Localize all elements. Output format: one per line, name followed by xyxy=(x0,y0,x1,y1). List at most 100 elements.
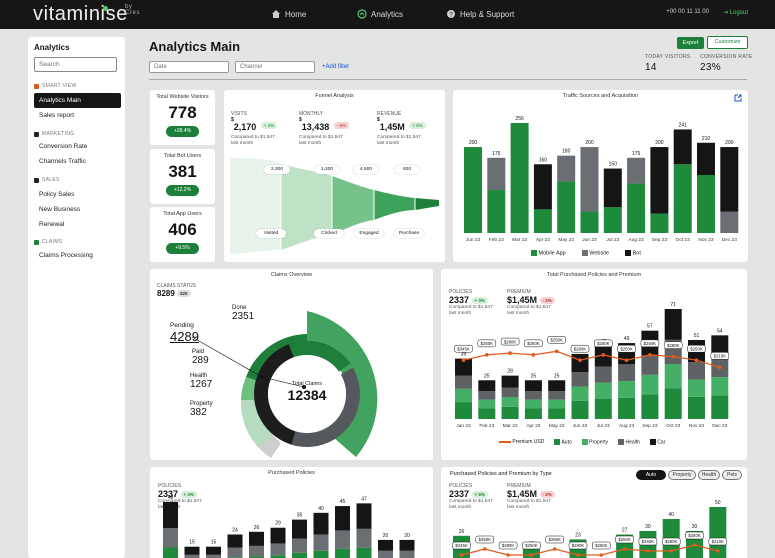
claims-donut-chart xyxy=(191,311,378,458)
premium-bar-segment xyxy=(524,408,542,419)
funnel-stage-1 xyxy=(281,164,332,250)
metric-badge: - 8% xyxy=(333,122,350,130)
nav-analytics[interactable]: Analytics xyxy=(357,9,403,19)
traffic-bar-mobile-app xyxy=(603,207,622,233)
kpi-title: Total App Users xyxy=(163,211,202,217)
analytics-icon xyxy=(357,9,367,19)
funnel-stage-label: Visited xyxy=(256,229,286,238)
bytype-label-box xyxy=(498,541,518,550)
bytype-label-box xyxy=(708,537,728,546)
sidebar-item-channels-traffic[interactable]: Channels Traffic xyxy=(39,158,86,165)
traffic-bar-mobile-app xyxy=(627,183,646,233)
premium-label-box xyxy=(454,344,473,353)
bytype-line-point xyxy=(576,553,580,557)
legend-label: Auto xyxy=(561,439,572,446)
purchased-bar-chart: 48 15 15 24 26 29 35 40 45 47 20 20 xyxy=(163,495,415,558)
section-label: MARKETING xyxy=(42,131,75,137)
legend-property: Property xyxy=(581,439,608,445)
purchased-bar-segment xyxy=(249,545,264,557)
vitaminise-logo[interactable]: vitaminise by Cres xyxy=(33,3,139,26)
legend-bot: Bot xyxy=(625,250,641,256)
traffic-bar-mobile-app xyxy=(510,123,529,233)
tab-pets[interactable]: Pets xyxy=(722,470,742,480)
sidebar-item-sales-report[interactable]: Sales report xyxy=(39,112,75,119)
sidebar: Analytics SMART VIEW Analytics Main Sale… xyxy=(28,37,125,558)
bytype-combo-chart: 2616232730403050$345K$250K$280K$250K$250… xyxy=(452,500,728,558)
stat-sub: Compared to $1,547 xyxy=(449,499,493,504)
premium-bar-segment xyxy=(571,386,589,401)
premium-line-point xyxy=(694,358,699,363)
claims-label-done: Done 2351 xyxy=(232,305,254,322)
premium-total-label: 39 xyxy=(461,352,467,358)
premium-bar-segment xyxy=(571,400,589,419)
phone-number: +00 00 11 11 00 xyxy=(666,9,709,15)
sidebar-item-renewal[interactable]: Renewal xyxy=(39,221,65,228)
premium-value-label: $260K xyxy=(644,341,657,346)
traffic-x-tick: Nov 23 xyxy=(698,237,714,243)
premium-policies-stat: POLICIES 2337 + 3% Compared to $1,547 la… xyxy=(449,289,493,317)
tab-health[interactable]: Health xyxy=(698,470,720,480)
premium-label-box xyxy=(687,344,706,353)
sidebar-item-conversion-rate[interactable]: Conversion Rate xyxy=(39,143,88,150)
traffic-total-label: 200 xyxy=(655,140,664,146)
sidebar-search-input[interactable] xyxy=(34,57,117,72)
sidebar-item-claims-processing[interactable]: Claims Processing xyxy=(39,252,93,259)
traffic-bar-mobile-app xyxy=(464,147,482,233)
metric-label: MONTHLY xyxy=(299,111,324,117)
stat-label: TODAY VISITORS xyxy=(645,54,691,60)
date-filter[interactable]: Date xyxy=(149,61,229,73)
nav-home[interactable]: Home xyxy=(271,9,306,19)
sidebar-item-new-business[interactable]: New Business xyxy=(39,206,81,213)
traffic-x-tick: Jul 23 xyxy=(606,237,619,243)
segment-label: Pending xyxy=(170,322,194,329)
claims-badge: 325 xyxy=(177,290,191,298)
purchased-bar-segment xyxy=(335,548,350,558)
purchased-bar-segment xyxy=(356,547,372,558)
traffic-bar-mobile-app xyxy=(580,211,599,233)
tab-property[interactable]: Property xyxy=(668,470,696,480)
traffic-sources-card: Traffic Sources and Acquisition 200 Jun 2… xyxy=(453,90,748,262)
premium-total-label: 54 xyxy=(717,328,723,334)
segment-value: 382 xyxy=(190,407,207,418)
traffic-x-tick: Mar 23 xyxy=(512,237,527,243)
premium-bar-segment xyxy=(618,364,636,382)
sidebar-item-policy-sales[interactable]: Policy Sales xyxy=(39,191,75,198)
customize-button[interactable]: Customize xyxy=(707,36,748,49)
nav-help[interactable]: ? Help & Support xyxy=(446,9,514,19)
purchased-bar-segment xyxy=(206,546,221,555)
purchased-bar-segment xyxy=(313,512,329,535)
premium-total-label: 25 xyxy=(531,373,537,379)
purchased-total-label: 15 xyxy=(211,540,217,546)
bytype-value-label: $210K xyxy=(712,539,725,544)
metric-sub2: last month xyxy=(377,141,400,146)
sidebar-item-analytics-main[interactable]: Analytics Main xyxy=(34,93,121,108)
add-filter-link[interactable]: +Add filter xyxy=(322,64,350,70)
bytype-line-point xyxy=(459,553,464,557)
export-button[interactable]: Export xyxy=(677,37,704,49)
premium-label-box xyxy=(663,341,683,349)
kpi-trend-pill: +12.2% xyxy=(166,185,199,196)
purchased-bar-segment xyxy=(227,534,243,548)
premium-bar-segment xyxy=(711,395,729,419)
claims-label-pending: Pending 4289 xyxy=(170,322,199,344)
traffic-bar-chart: 200 Jun 23 175 Feb 23 256 Mar 23 160 Apr 23 180 M… xyxy=(464,116,739,243)
premium-bar-segment xyxy=(664,364,682,389)
traffic-bar-bot xyxy=(650,147,669,214)
tab-auto[interactable]: Auto xyxy=(636,470,666,480)
premium-label-box xyxy=(594,339,613,348)
premium-bar-segment xyxy=(618,397,636,419)
logout-button[interactable]: ⇥ Logout xyxy=(722,10,748,16)
card-title: Purchased Policies xyxy=(268,470,315,476)
segment-value: 2351 xyxy=(232,311,255,322)
expand-icon[interactable] xyxy=(734,94,742,102)
stat-sub: Compared to $1,547 xyxy=(158,499,202,504)
channel-filter[interactable]: Channel xyxy=(235,61,315,73)
bytype-value-label: $280K xyxy=(502,543,515,548)
segment-label: Done xyxy=(232,305,247,311)
traffic-bar-website xyxy=(627,157,646,184)
premium-bar-segment xyxy=(594,382,612,399)
traffic-bar-bot xyxy=(533,164,552,210)
premium-x-tick: Jul 23 xyxy=(597,423,610,429)
bytype-total-label: 30 xyxy=(645,524,651,530)
section-marketing: MARKETING xyxy=(34,131,74,137)
